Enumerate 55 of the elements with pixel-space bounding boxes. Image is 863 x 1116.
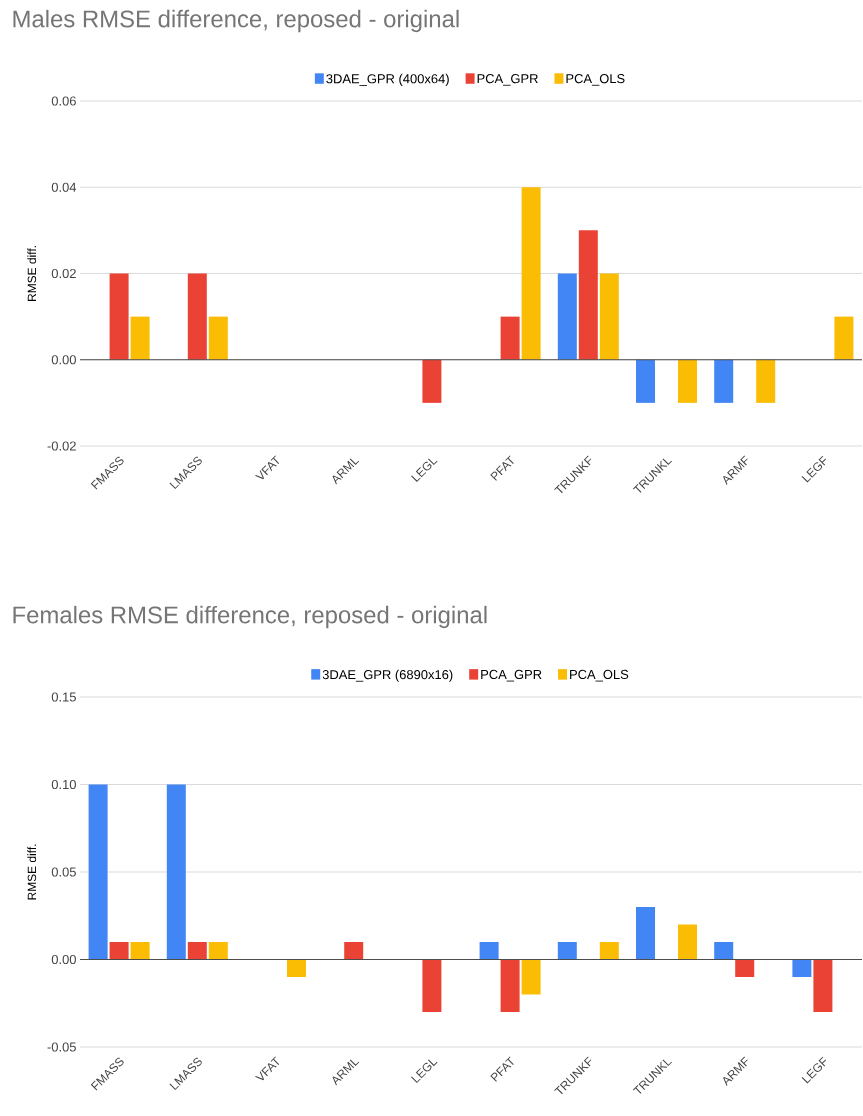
bar bbox=[834, 316, 854, 360]
legend-label: PCA_OLS bbox=[570, 669, 629, 682]
bar bbox=[500, 959, 520, 1012]
y-tick-label: 0.02 bbox=[51, 268, 76, 279]
bar bbox=[678, 924, 697, 960]
chart-title: Females RMSE difference, reposed - original bbox=[13, 605, 487, 629]
bar bbox=[187, 273, 207, 360]
bar bbox=[792, 959, 812, 977]
bar bbox=[422, 959, 442, 1012]
bar bbox=[557, 273, 577, 360]
y-tick-label: 0.05 bbox=[51, 867, 76, 877]
bar bbox=[599, 273, 619, 360]
chart-title: Males RMSE difference, reposed - original bbox=[13, 9, 459, 33]
bar bbox=[479, 942, 499, 960]
bar bbox=[109, 942, 129, 960]
bar bbox=[287, 959, 306, 977]
legend-label: 3DAE_GPR (6890x16) bbox=[322, 669, 453, 682]
y-tick-label: 0.06 bbox=[51, 96, 76, 106]
bar bbox=[714, 942, 734, 960]
bar bbox=[636, 907, 655, 960]
bar bbox=[636, 359, 655, 403]
bar bbox=[678, 359, 697, 403]
legend-label: PCA_GPR bbox=[477, 74, 538, 86]
bar bbox=[344, 942, 364, 960]
bar bbox=[109, 273, 129, 360]
bar bbox=[208, 942, 228, 960]
legend-label: PCA_GPR bbox=[481, 669, 542, 682]
y-tick-label: -0.05 bbox=[47, 1042, 76, 1052]
bar bbox=[422, 359, 442, 403]
bar bbox=[166, 784, 186, 960]
bar bbox=[521, 187, 541, 360]
bar bbox=[208, 316, 228, 360]
bar bbox=[813, 959, 833, 1012]
bar bbox=[735, 959, 755, 977]
y-axis-title: RMSE diff. bbox=[27, 246, 37, 301]
bar bbox=[557, 942, 577, 960]
bar bbox=[756, 359, 776, 403]
bar bbox=[578, 230, 598, 360]
bar bbox=[500, 316, 520, 360]
bar bbox=[88, 784, 108, 960]
y-tick-label: -0.02 bbox=[47, 441, 76, 451]
bar bbox=[130, 942, 150, 960]
y-tick-label: 0.00 bbox=[51, 355, 76, 365]
bar bbox=[714, 359, 734, 403]
legend-label: PCA_OLS bbox=[566, 74, 625, 86]
bar bbox=[130, 316, 150, 360]
y-tick-label: 0.00 bbox=[51, 954, 76, 965]
y-tick-label: 0.10 bbox=[51, 779, 76, 790]
bar bbox=[599, 942, 619, 960]
bar bbox=[187, 942, 207, 960]
y-tick-label: 0.04 bbox=[51, 182, 77, 192]
y-tick-label: 0.15 bbox=[51, 692, 76, 702]
bar bbox=[521, 959, 541, 995]
y-axis-title: RMSE diff. bbox=[27, 844, 37, 900]
legend-label: 3DAE_GPR (400x64) bbox=[326, 73, 449, 86]
